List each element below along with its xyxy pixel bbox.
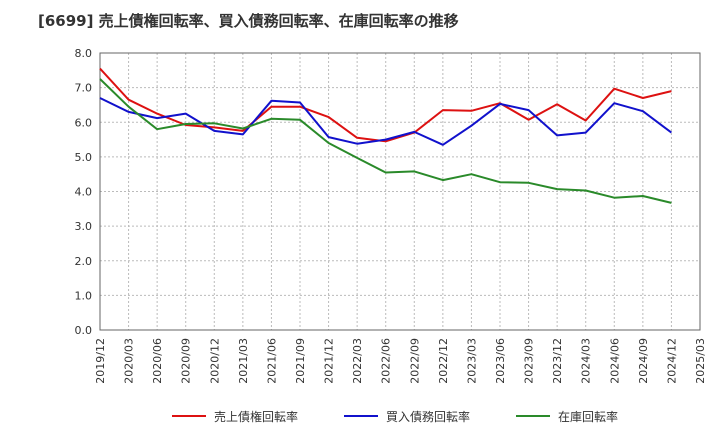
x-tick-label: 2022/03 bbox=[351, 338, 364, 384]
legend-item-receivables: 売上債権回転率 bbox=[172, 405, 298, 427]
legend-item-payables: 買入債務回転率 bbox=[344, 405, 470, 427]
x-tick-label: 2024/09 bbox=[637, 338, 650, 384]
legend-swatch-inventory bbox=[516, 415, 550, 417]
x-tick-label: 2019/12 bbox=[94, 338, 107, 384]
y-tick-label: 8.0 bbox=[75, 47, 93, 60]
y-tick-label: 0.0 bbox=[75, 324, 93, 337]
plot-area-frame bbox=[99, 52, 701, 331]
x-tick-label: 2022/12 bbox=[437, 338, 450, 384]
legend-label-receivables: 売上債権回転率 bbox=[214, 409, 299, 424]
x-tick-label: 2023/03 bbox=[465, 338, 478, 384]
legend-swatch-receivables bbox=[172, 415, 206, 417]
series-line-2 bbox=[99, 78, 672, 204]
x-tick-label: 2020/06 bbox=[151, 338, 164, 384]
y-tick-label: 2.0 bbox=[75, 255, 93, 268]
y-tick-label: 1.0 bbox=[75, 289, 93, 302]
x-tick-label: 2023/06 bbox=[494, 338, 507, 384]
x-tick-label: 2021/09 bbox=[294, 338, 307, 384]
legend-label-inventory: 在庫回転率 bbox=[558, 409, 619, 424]
x-tick-label: 2025/03 bbox=[694, 338, 707, 384]
y-tick-label: 5.0 bbox=[75, 151, 93, 164]
legend-item-inventory: 在庫回転率 bbox=[516, 405, 618, 427]
x-tick-label: 2021/12 bbox=[323, 338, 336, 384]
y-tick-label: 3.0 bbox=[75, 220, 93, 233]
x-tick-label: 2023/09 bbox=[523, 338, 536, 384]
y-tick-label: 7.0 bbox=[75, 82, 93, 95]
chart-legend: 売上債権回転率 買入債務回転率 在庫回転率 bbox=[0, 405, 720, 429]
x-tick-label: 2022/06 bbox=[380, 338, 393, 384]
legend-label-payables: 買入債務回転率 bbox=[386, 409, 471, 424]
x-tick-label: 2024/12 bbox=[665, 338, 678, 384]
series-line-1 bbox=[99, 97, 673, 146]
legend-swatch-payables bbox=[344, 415, 378, 417]
x-tick-label: 2021/03 bbox=[237, 338, 250, 384]
x-tick-label: 2021/06 bbox=[265, 338, 278, 384]
series-line-0 bbox=[99, 67, 672, 143]
x-tick-label: 2020/03 bbox=[123, 338, 136, 384]
x-tick-label: 2020/09 bbox=[180, 338, 193, 384]
chart-title: [6699] 売上債権回転率、買入債務回転率、在庫回転率の推移 bbox=[38, 12, 459, 30]
y-tick-label: 4.0 bbox=[75, 186, 93, 199]
x-tick-label: 2023/12 bbox=[551, 338, 564, 384]
x-tick-label: 2024/03 bbox=[580, 338, 593, 384]
x-tick-label: 2022/09 bbox=[408, 338, 421, 384]
y-tick-label: 6.0 bbox=[75, 116, 93, 129]
x-tick-label: 2024/06 bbox=[608, 338, 621, 384]
x-tick-label: 2020/12 bbox=[208, 338, 221, 384]
